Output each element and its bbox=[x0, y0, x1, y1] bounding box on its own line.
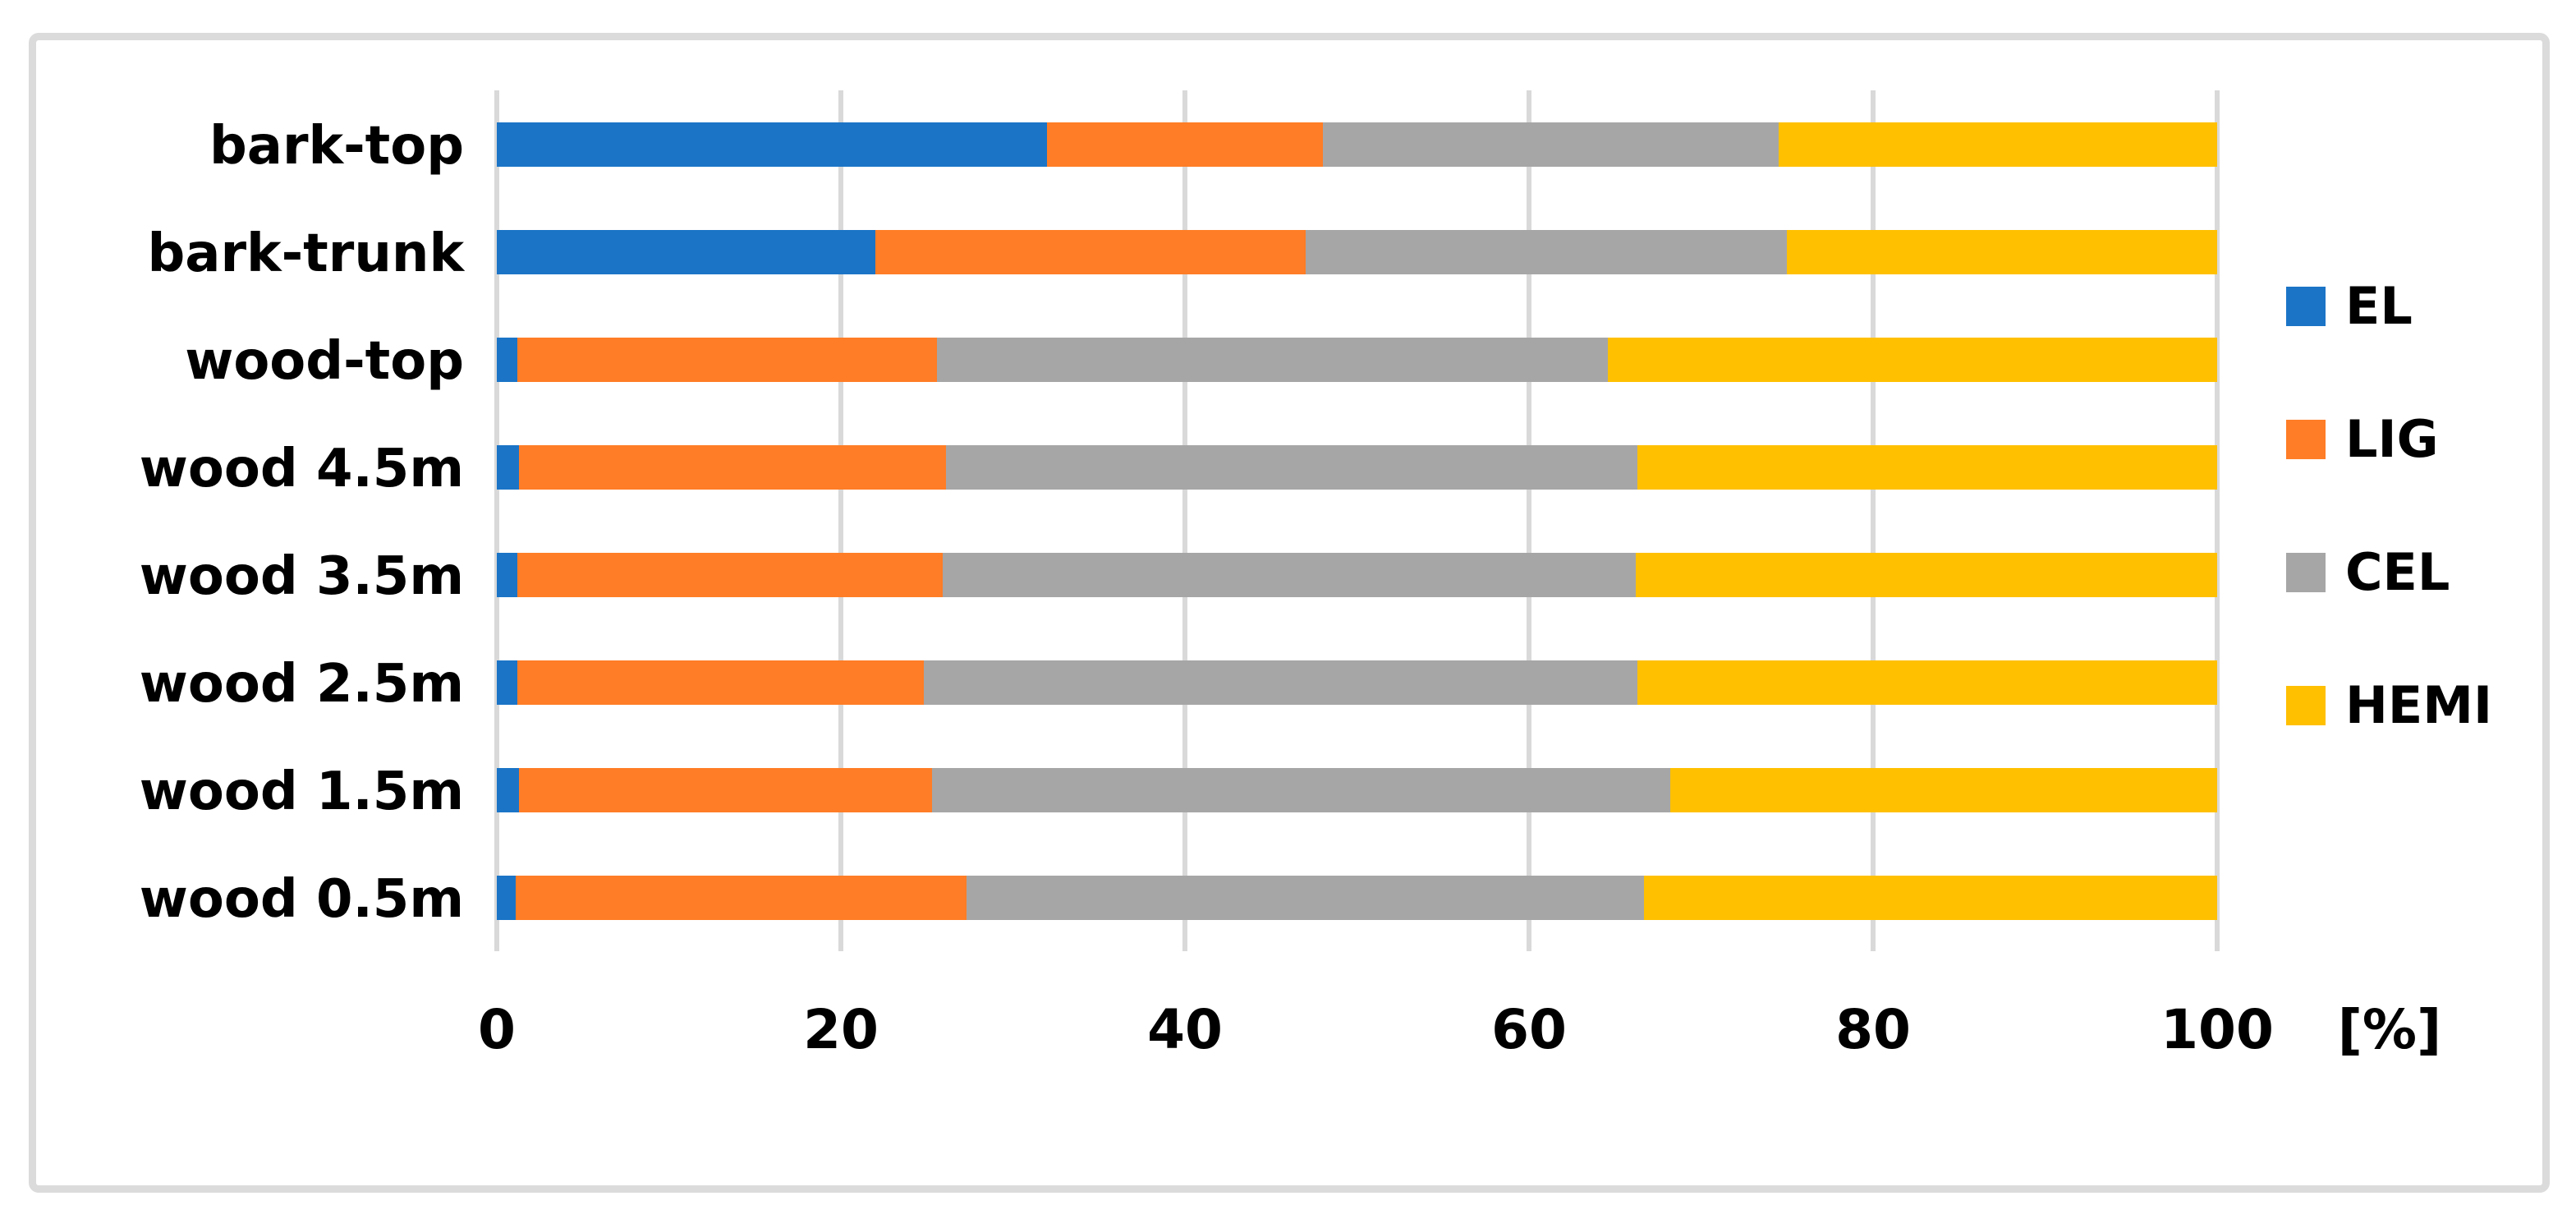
x-tick-label-40: 40 bbox=[1147, 998, 1223, 1061]
bar-row-wood-top bbox=[497, 338, 2217, 382]
gridline-80 bbox=[1871, 90, 1876, 951]
category-label-wood-1-5m: wood 1.5m bbox=[139, 761, 464, 822]
bar-row-wood-0-5m bbox=[497, 876, 2217, 920]
gridline-40 bbox=[1182, 90, 1187, 951]
bar-segment-el bbox=[497, 553, 518, 597]
legend-swatch-el bbox=[2286, 287, 2326, 326]
bar-segment-cel bbox=[937, 338, 1609, 382]
bar-segment-cel bbox=[1322, 122, 1779, 167]
legend-label-el: EL bbox=[2345, 276, 2413, 336]
legend-label-hemi: HEMI bbox=[2345, 675, 2493, 735]
x-axis-unit-label: [%] bbox=[2337, 998, 2442, 1061]
x-axis: [%] 0 20 40 60 80 100 bbox=[478, 998, 2441, 1080]
category-label-wood-2-5m: wood 2.5m bbox=[139, 654, 464, 715]
legend-swatch-lig bbox=[2286, 420, 2326, 459]
bar-segment-hemi bbox=[1637, 660, 2217, 705]
bar-segment-lig bbox=[517, 553, 943, 597]
bar-segment-lig bbox=[875, 230, 1306, 274]
bar-segment-hemi bbox=[1669, 768, 2217, 812]
bar-segment-el bbox=[497, 768, 520, 812]
plot-area bbox=[494, 90, 2220, 951]
legend-entry-el: EL bbox=[2286, 276, 2413, 336]
bar-row-wood-2-5m bbox=[497, 660, 2217, 705]
x-tick-label-20: 20 bbox=[803, 998, 879, 1061]
bar-segment-el bbox=[497, 122, 1048, 167]
bar-segment-cel bbox=[942, 553, 1636, 597]
bar-segment-lig bbox=[516, 876, 967, 920]
bar-segment-lig bbox=[1047, 122, 1323, 167]
legend-entry-cel: CEL bbox=[2286, 542, 2450, 602]
bar-segment-cel bbox=[945, 445, 1637, 490]
bar-segment-hemi bbox=[1787, 230, 2217, 274]
bar-segment-lig bbox=[519, 768, 933, 812]
bar-segment-el bbox=[497, 338, 518, 382]
category-axis: bark-top bark-trunk wood-top wood 4.5m wood … bbox=[41, 90, 464, 951]
bar-segment-hemi bbox=[1608, 338, 2217, 382]
x-tick-label-60: 60 bbox=[1491, 998, 1567, 1061]
legend-swatch-cel bbox=[2286, 553, 2326, 592]
bar-row-bark-top bbox=[497, 122, 2217, 167]
bar-row-wood-3-5m bbox=[497, 553, 2217, 597]
bar-segment-el bbox=[497, 876, 517, 920]
legend-label-lig: LIG bbox=[2345, 409, 2439, 469]
bar-segment-cel bbox=[923, 660, 1637, 705]
x-tick-label-100: 100 bbox=[2160, 998, 2274, 1061]
bar-row-bark-trunk bbox=[497, 230, 2217, 274]
bar-segment-el bbox=[497, 445, 520, 490]
gridline-0 bbox=[494, 90, 499, 951]
category-label-bark-trunk: bark-trunk bbox=[147, 223, 464, 284]
legend-entry-lig: LIG bbox=[2286, 409, 2439, 469]
legend-entry-hemi: HEMI bbox=[2286, 675, 2493, 735]
category-label-bark-top: bark-top bbox=[209, 116, 464, 177]
bar-segment-cel bbox=[966, 876, 1645, 920]
gridline-60 bbox=[1527, 90, 1531, 951]
legend-swatch-hemi bbox=[2286, 686, 2326, 725]
bar-segment-hemi bbox=[1778, 122, 2217, 167]
category-label-wood-4-5m: wood 4.5m bbox=[139, 439, 464, 499]
category-label-wood-top: wood-top bbox=[185, 331, 464, 392]
bar-segment-lig bbox=[519, 445, 946, 490]
bar-segment-el bbox=[497, 230, 875, 274]
bar-segment-cel bbox=[932, 768, 1670, 812]
bar-segment-cel bbox=[1305, 230, 1788, 274]
bar-segment-lig bbox=[517, 338, 938, 382]
bar-segment-lig bbox=[517, 660, 924, 705]
chart-frame bbox=[29, 33, 2550, 1193]
category-label-wood-3-5m: wood 3.5m bbox=[139, 546, 464, 607]
bar-segment-el bbox=[497, 660, 518, 705]
gridline-20 bbox=[838, 90, 843, 951]
legend-label-cel: CEL bbox=[2345, 542, 2450, 602]
bar-segment-hemi bbox=[1637, 445, 2217, 490]
bar-segment-hemi bbox=[1635, 553, 2217, 597]
bar-row-wood-4-5m bbox=[497, 445, 2217, 490]
bar-segment-hemi bbox=[1644, 876, 2217, 920]
bar-row-wood-1-5m bbox=[497, 768, 2217, 812]
gridline-100 bbox=[2215, 90, 2220, 951]
x-tick-label-80: 80 bbox=[1835, 998, 1911, 1061]
x-tick-label-0: 0 bbox=[478, 998, 516, 1061]
category-label-wood-0-5m: wood 0.5m bbox=[139, 869, 464, 930]
